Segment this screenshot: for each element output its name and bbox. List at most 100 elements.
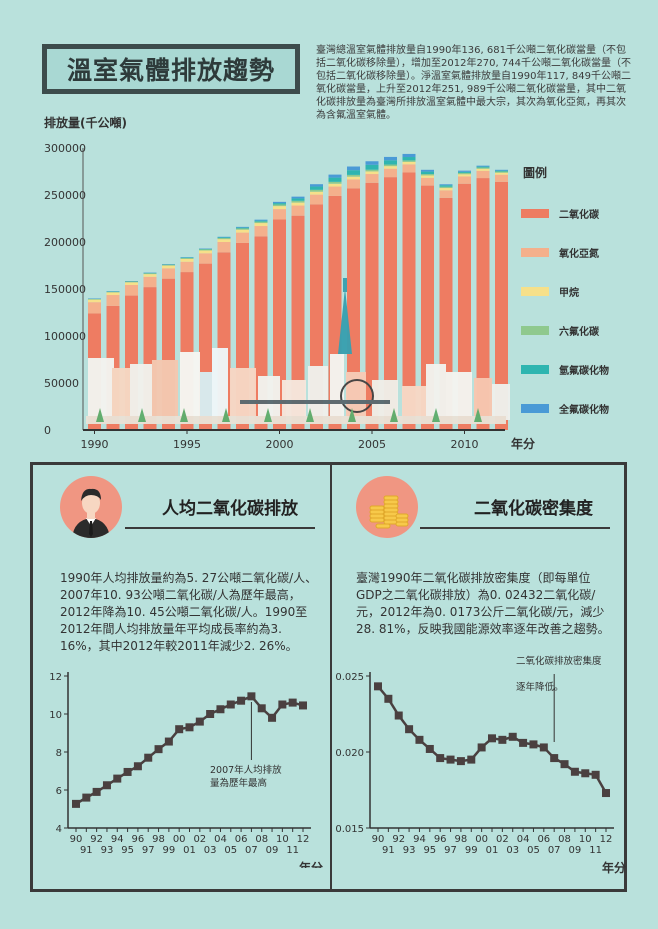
- bar-segment-2009-4: [439, 185, 453, 187]
- data-point-2005: [226, 700, 235, 709]
- data-point-1990: [374, 682, 382, 691]
- data-point-2007: [247, 692, 256, 701]
- y-tick-label: 100000: [44, 330, 86, 343]
- bar-segment-2004-3: [347, 174, 360, 177]
- data-point-1995: [425, 744, 434, 753]
- bar-segment-2001-0: [291, 215, 305, 430]
- legend-label: 氫氟碳化物: [559, 365, 609, 377]
- bar-segment-2004-5: [347, 166, 360, 171]
- x-tick-label: 90: [70, 834, 83, 845]
- tree: [222, 408, 230, 422]
- legend-label: 氧化亞氮: [559, 248, 599, 260]
- data-point-2012: [602, 789, 610, 798]
- bar-segment-2000-4: [273, 203, 286, 205]
- bar-segment-1999-3: [254, 221, 268, 224]
- x-tick-label: 98: [455, 834, 468, 845]
- data-point-1995: [123, 767, 132, 776]
- skyline-building: [330, 354, 344, 420]
- x-tick-label: 97: [444, 845, 457, 856]
- data-point-1994: [415, 735, 424, 744]
- bar-segment-2004-2: [347, 176, 360, 180]
- data-point-1997: [144, 753, 153, 762]
- y-tick-label: 0.015: [335, 824, 364, 835]
- tower-spire: [343, 278, 347, 292]
- co2-intensity-line-chart: 0.015 0.020 0.025 90 92 94 96 98 00 02 04 06 08 10 12 9…: [335, 655, 626, 875]
- intro-text: 臺灣總溫室氣體排放量自1990年136, 681千公噸二氧化碳當量（不包括二氧化…: [316, 45, 631, 121]
- bar-segment-1996-2: [199, 250, 212, 254]
- data-point-1990: [72, 799, 80, 808]
- y-tick-label: 150000: [44, 283, 86, 296]
- tree: [138, 408, 146, 422]
- ferris-wheel: [340, 379, 374, 413]
- bar-segment-2007-0: [402, 172, 416, 430]
- bar-segment-1996-4: [199, 248, 212, 250]
- data-point-1999: [164, 737, 173, 746]
- x-tick-label: 09: [569, 845, 582, 856]
- bottom-panel-frame: [30, 462, 627, 892]
- bar-segment-2007-4: [402, 157, 416, 161]
- bar-segment-2010-1: [458, 176, 471, 184]
- bar-segment-2011-1: [476, 170, 490, 179]
- bar-segment-1998-4: [236, 227, 249, 229]
- bar-segment-1994-1: [162, 268, 175, 279]
- data-point-1999: [467, 755, 476, 764]
- x-tick-label: 93: [403, 845, 416, 856]
- x-tick-label: 95: [121, 845, 134, 856]
- bar-segment-2006-3: [384, 164, 397, 167]
- x-axis-label: 年分: [602, 860, 626, 875]
- data-point-2000: [175, 725, 184, 734]
- skyline-building: [402, 386, 426, 420]
- data-point-2002: [498, 735, 507, 744]
- annotation-line: 2007年人均排放: [210, 764, 282, 776]
- bar-segment-2011-0: [476, 178, 490, 430]
- data-point-2006: [539, 743, 548, 752]
- bar-segment-1997-1: [217, 242, 231, 253]
- x-tick-label: 99: [162, 845, 175, 856]
- y-tick-label: 200000: [44, 236, 86, 249]
- data-point-2011: [591, 770, 600, 779]
- x-tick-label: 1990: [81, 438, 109, 451]
- skyline-building: [474, 378, 492, 420]
- bar-segment-1994-2: [162, 265, 175, 269]
- bar-segment-1991-1: [106, 295, 120, 306]
- bar-segment-1992-3: [125, 281, 138, 283]
- x-tick-label: 93: [101, 845, 114, 856]
- x-tick-label: 12: [600, 834, 613, 845]
- main-chart-y-axis-label: 排放量(千公噸): [44, 116, 127, 130]
- bar-segment-2012-1: [495, 174, 508, 182]
- x-tick-label: 91: [80, 845, 93, 856]
- bar-segment-2012-0: [495, 181, 508, 430]
- bar-segment-2001-4: [291, 198, 305, 201]
- x-tick-label: 96: [434, 834, 447, 845]
- x-tick-label: 05: [527, 845, 540, 856]
- bar-segment-1991-3: [106, 291, 120, 293]
- bar-segment-2003-1: [328, 186, 342, 196]
- y-tick-label: 250000: [44, 189, 86, 202]
- x-tick-label: 07: [548, 845, 561, 856]
- emissions-stacked-bar-chart: 0 50000 100000 150000 200000 250000 300000 1990…: [44, 142, 535, 451]
- skyline-building: [152, 360, 178, 420]
- left-panel-text: 1990年人均排放量約為5. 27公噸二氧化碳/人、2007年10. 93公噸二…: [60, 571, 318, 653]
- bar-segment-2012-5: [495, 169, 508, 171]
- bar-segment-1995-2: [180, 258, 194, 262]
- data-point-2011: [288, 698, 297, 707]
- data-point-2003: [206, 710, 215, 718]
- bar-segment-2000-1: [273, 209, 286, 220]
- bar-segment-2009-3: [439, 186, 453, 189]
- data-point-1998: [456, 757, 465, 766]
- x-tick-label: 11: [589, 845, 602, 856]
- x-tick-label: 94: [111, 834, 124, 845]
- bar-segment-2005-2: [365, 171, 379, 175]
- x-tick-label: 2010: [451, 438, 479, 451]
- bar-segment-2003-5: [328, 174, 342, 178]
- x-tick-label: 2000: [266, 438, 294, 451]
- bar-segment-2008-3: [421, 174, 434, 176]
- data-point-1998: [154, 745, 163, 754]
- right-panel-text: 臺灣1990年二氧化碳排放密集度（即每單位GDP之二氧化碳排放）為0. 0243…: [356, 571, 610, 636]
- bar-segment-1990-1: [88, 302, 101, 314]
- city-skyline-icon: [86, 278, 510, 424]
- x-tick-label: 12: [297, 834, 310, 845]
- data-point-2005: [529, 740, 538, 749]
- bar-segment-2007-3: [402, 160, 416, 162]
- x-tick-label: 08: [558, 834, 571, 845]
